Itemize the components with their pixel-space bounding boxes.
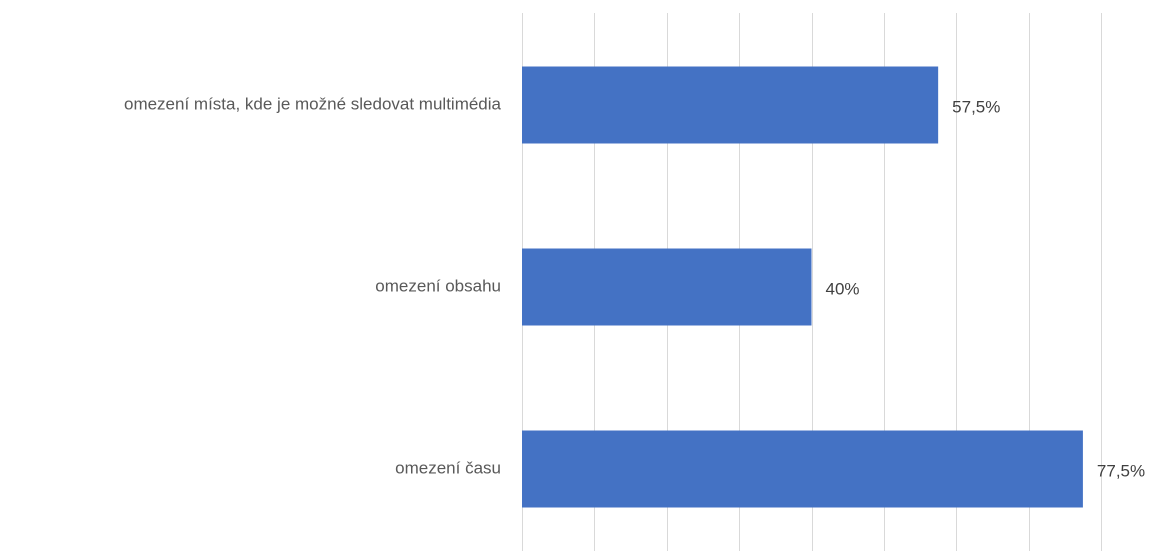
data-label: 77,5% [1097,461,1145,480]
category-label: omezení místa, kde je možné sledovat mul… [124,94,502,113]
data-label: 40% [826,279,860,298]
data-label: 57,5% [952,97,1000,116]
bar [522,248,812,326]
bar [522,66,939,144]
bars [522,66,1083,508]
bar [522,430,1083,508]
category-label: omezení času [395,458,501,477]
labels: omezení místa, kde je možné sledovat mul… [124,94,1145,480]
category-label: omezení obsahu [375,276,501,295]
